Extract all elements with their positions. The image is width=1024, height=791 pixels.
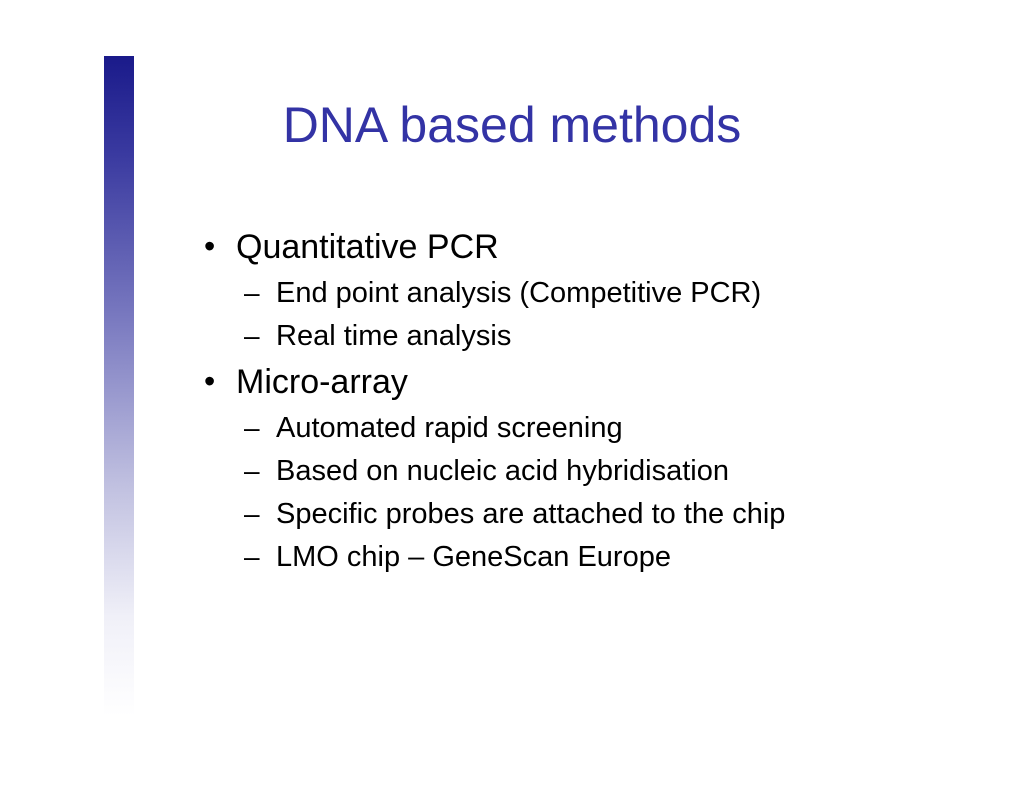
bullet-group: Micro-array Automated rapid screening Ba… (200, 363, 944, 574)
bullet-level2: Automated rapid screening (200, 412, 944, 445)
bullet-level1: Quantitative PCR (200, 228, 944, 267)
bullet-group: Quantitative PCR End point analysis (Com… (200, 228, 944, 353)
bullet-level2: Real time analysis (200, 320, 944, 353)
bullet-level2: LMO chip – GeneScan Europe (200, 541, 944, 574)
bullet-level2: Based on nucleic acid hybridisation (200, 455, 944, 488)
slide-title: DNA based methods (0, 96, 1024, 154)
slide-content: Quantitative PCR End point analysis (Com… (200, 228, 944, 584)
bullet-level2: End point analysis (Competitive PCR) (200, 277, 944, 310)
accent-bar (104, 56, 134, 716)
bullet-level1: Micro-array (200, 363, 944, 402)
bullet-level2: Specific probes are attached to the chip (200, 498, 944, 531)
